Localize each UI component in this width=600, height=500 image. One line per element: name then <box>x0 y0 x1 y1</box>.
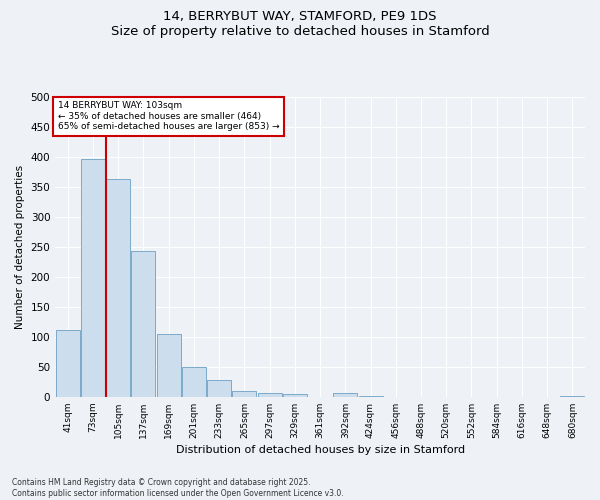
Bar <box>232 392 256 397</box>
Bar <box>560 396 584 397</box>
Text: Contains HM Land Registry data © Crown copyright and database right 2025.
Contai: Contains HM Land Registry data © Crown c… <box>12 478 344 498</box>
Bar <box>131 251 155 397</box>
Y-axis label: Number of detached properties: Number of detached properties <box>15 165 25 329</box>
Text: 14, BERRYBUT WAY, STAMFORD, PE9 1DS
Size of property relative to detached houses: 14, BERRYBUT WAY, STAMFORD, PE9 1DS Size… <box>110 10 490 38</box>
Bar <box>207 380 231 397</box>
Bar <box>283 394 307 397</box>
Bar <box>81 159 105 397</box>
X-axis label: Distribution of detached houses by size in Stamford: Distribution of detached houses by size … <box>176 445 464 455</box>
Bar <box>106 179 130 397</box>
Bar <box>182 367 206 397</box>
Bar <box>257 392 281 397</box>
Bar <box>334 393 357 397</box>
Bar <box>359 396 383 397</box>
Bar <box>56 330 80 397</box>
Bar <box>157 334 181 397</box>
Text: 14 BERRYBUT WAY: 103sqm
← 35% of detached houses are smaller (464)
65% of semi-d: 14 BERRYBUT WAY: 103sqm ← 35% of detache… <box>58 102 280 132</box>
